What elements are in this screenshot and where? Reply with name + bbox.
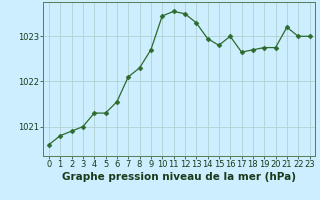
X-axis label: Graphe pression niveau de la mer (hPa): Graphe pression niveau de la mer (hPa) — [62, 172, 296, 182]
